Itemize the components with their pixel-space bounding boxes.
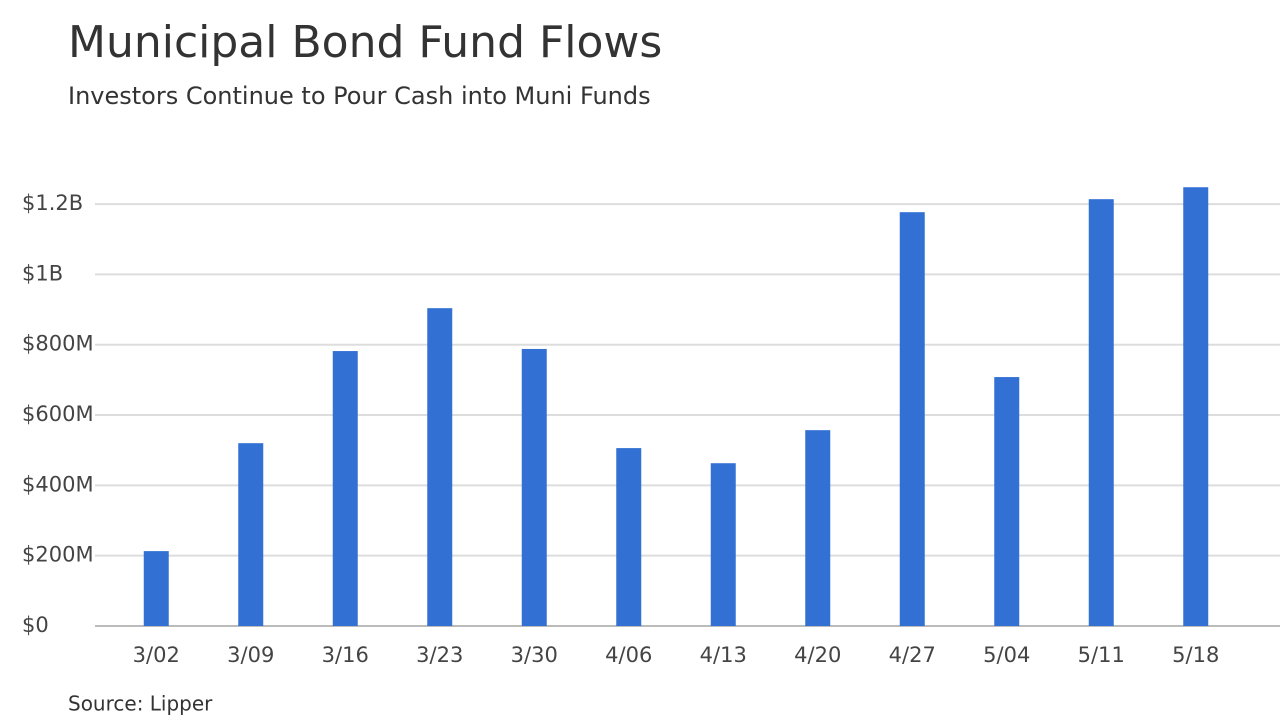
bar [899,212,925,626]
bar [1183,187,1209,626]
y-tick-label: $400M [22,472,94,496]
x-tick-label: 3/23 [416,643,463,667]
bar [1088,199,1114,626]
x-tick-label: 4/27 [889,643,936,667]
x-tick-label: 5/04 [983,643,1030,667]
bar [238,443,264,626]
x-tick-label: 3/09 [227,643,274,667]
bar [332,351,358,626]
chart-subtitle: Investors Continue to Pour Cash into Mun… [68,82,651,110]
x-tick-label: 5/18 [1172,643,1219,667]
y-tick-label: $1B [22,261,63,285]
bar [710,463,736,626]
x-tick-label: 4/20 [794,643,841,667]
x-tick-label: 5/11 [1078,643,1125,667]
bar [805,430,831,626]
bar [994,377,1020,626]
bar [427,308,453,626]
bar [521,348,547,626]
x-tick-label: 3/02 [133,643,180,667]
bar [616,448,642,626]
x-tick-label: 3/30 [511,643,558,667]
x-tick-label: 3/16 [322,643,369,667]
y-tick-label: $1.2B [22,191,83,215]
chart-title: Municipal Bond Fund Flows [68,17,662,68]
y-tick-label: $200M [22,543,94,567]
y-tick-label: $800M [22,332,94,356]
bar [143,551,169,626]
y-tick-label: $0 [22,613,49,637]
x-tick-label: 4/06 [605,643,652,667]
source-note: Source: Lipper [68,692,213,716]
y-tick-label: $600M [22,402,94,426]
x-tick-label: 4/13 [700,643,747,667]
